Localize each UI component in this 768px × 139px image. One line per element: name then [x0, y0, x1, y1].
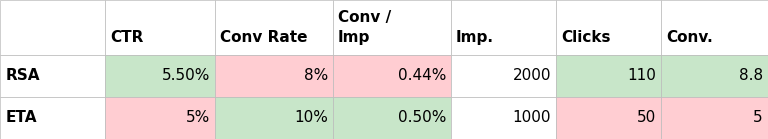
Text: 1000: 1000	[512, 111, 551, 126]
Bar	[661, 0, 768, 55]
Bar	[556, 97, 661, 139]
Bar	[105, 97, 215, 139]
Text: 10%: 10%	[294, 111, 328, 126]
Text: Imp.: Imp.	[456, 30, 494, 45]
Text: 8%: 8%	[304, 69, 328, 84]
Bar	[556, 55, 661, 97]
Bar	[333, 0, 451, 55]
Text: 110: 110	[627, 69, 656, 84]
Text: Conv /: Conv /	[338, 10, 391, 25]
Text: 0.50%: 0.50%	[398, 111, 446, 126]
Bar	[661, 55, 768, 97]
Bar	[451, 97, 556, 139]
Text: Clicks: Clicks	[561, 30, 611, 45]
Bar	[0, 0, 105, 55]
Text: 2000: 2000	[512, 69, 551, 84]
Text: Conv Rate: Conv Rate	[220, 30, 307, 45]
Text: Conv.: Conv.	[666, 30, 713, 45]
Text: 0.44%: 0.44%	[398, 69, 446, 84]
Bar	[661, 97, 768, 139]
Bar	[215, 97, 333, 139]
Text: 50: 50	[637, 111, 656, 126]
Text: CTR: CTR	[110, 30, 144, 45]
Bar	[215, 55, 333, 97]
Bar	[451, 0, 556, 55]
Text: 5.50%: 5.50%	[161, 69, 210, 84]
Text: 8.8: 8.8	[739, 69, 763, 84]
Text: Imp: Imp	[338, 30, 370, 45]
Text: 5: 5	[753, 111, 763, 126]
Bar	[556, 0, 661, 55]
Bar	[0, 55, 105, 97]
Bar	[333, 97, 451, 139]
Bar	[105, 55, 215, 97]
Text: RSA: RSA	[6, 69, 41, 84]
Bar	[215, 0, 333, 55]
Bar	[0, 97, 105, 139]
Bar	[451, 55, 556, 97]
Bar	[333, 55, 451, 97]
Text: 5%: 5%	[186, 111, 210, 126]
Text: ETA: ETA	[6, 111, 38, 126]
Bar	[105, 0, 215, 55]
